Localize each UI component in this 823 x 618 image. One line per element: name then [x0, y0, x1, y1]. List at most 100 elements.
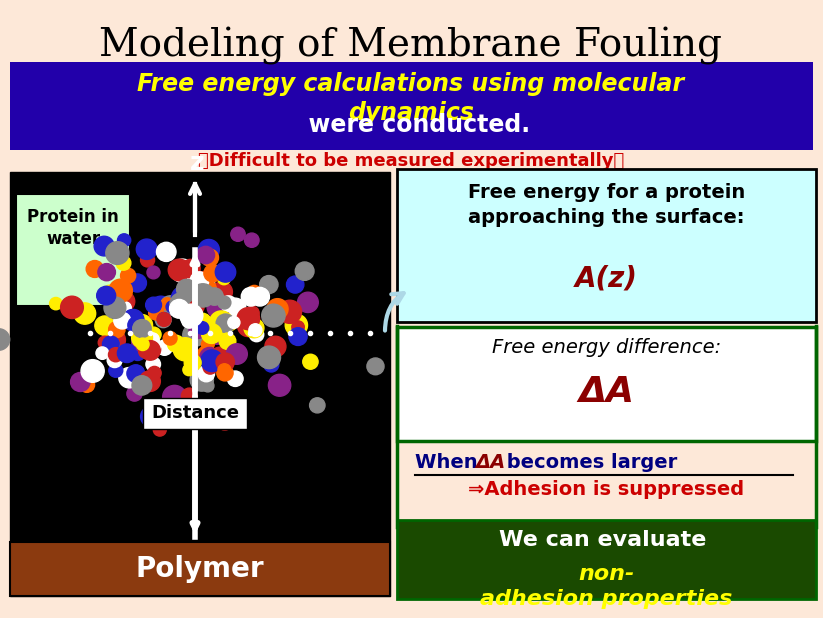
Circle shape [218, 296, 231, 309]
Circle shape [146, 297, 161, 313]
Circle shape [198, 271, 211, 284]
Circle shape [249, 328, 263, 342]
Circle shape [141, 253, 155, 267]
Circle shape [173, 337, 197, 361]
Circle shape [109, 321, 125, 337]
Circle shape [79, 377, 95, 392]
Circle shape [180, 308, 193, 320]
Circle shape [190, 368, 213, 391]
Circle shape [170, 293, 193, 316]
Circle shape [130, 345, 146, 360]
Circle shape [198, 365, 215, 382]
Circle shape [74, 303, 95, 324]
Text: A(z): A(z) [575, 265, 638, 293]
Circle shape [147, 366, 161, 379]
Circle shape [189, 321, 207, 339]
FancyBboxPatch shape [397, 520, 816, 599]
Circle shape [119, 368, 140, 388]
Text: Distance: Distance [151, 404, 239, 422]
Circle shape [81, 360, 105, 383]
Circle shape [106, 242, 129, 265]
Circle shape [208, 291, 223, 305]
Circle shape [114, 312, 131, 329]
Text: Modeling of Membrane Fouling: Modeling of Membrane Fouling [100, 27, 723, 66]
Circle shape [177, 279, 197, 299]
Circle shape [61, 296, 83, 318]
Circle shape [123, 310, 144, 331]
Circle shape [175, 340, 193, 357]
Circle shape [201, 350, 223, 371]
Circle shape [116, 256, 131, 270]
Circle shape [190, 272, 209, 290]
Circle shape [132, 328, 152, 348]
Circle shape [161, 298, 174, 310]
Circle shape [146, 342, 160, 357]
Circle shape [96, 347, 109, 359]
Circle shape [207, 324, 228, 344]
Circle shape [286, 276, 304, 293]
FancyBboxPatch shape [10, 542, 390, 596]
Circle shape [219, 333, 236, 349]
Circle shape [131, 315, 152, 336]
Circle shape [265, 336, 286, 357]
Circle shape [98, 336, 111, 349]
Circle shape [109, 279, 133, 302]
Text: Free energy difference:: Free energy difference: [492, 338, 721, 357]
Circle shape [49, 297, 62, 310]
Circle shape [207, 296, 230, 318]
Circle shape [197, 247, 215, 264]
Circle shape [195, 277, 216, 297]
Circle shape [206, 288, 223, 305]
Circle shape [217, 266, 230, 279]
Circle shape [127, 365, 145, 383]
Circle shape [216, 353, 235, 371]
Circle shape [245, 290, 260, 305]
Circle shape [120, 307, 133, 320]
Text: Free energy for a protein
approaching the surface:: Free energy for a protein approaching th… [467, 184, 745, 227]
Circle shape [203, 360, 217, 374]
Text: When: When [415, 453, 485, 472]
Circle shape [244, 318, 264, 338]
Circle shape [191, 284, 215, 307]
FancyBboxPatch shape [143, 397, 247, 429]
Circle shape [167, 335, 184, 352]
Circle shape [128, 316, 145, 334]
Circle shape [179, 304, 202, 327]
Circle shape [132, 333, 150, 351]
Text: ΔA: ΔA [579, 375, 635, 408]
Circle shape [103, 285, 116, 298]
Circle shape [216, 412, 234, 430]
Circle shape [156, 242, 176, 261]
Circle shape [182, 313, 197, 328]
Text: Polymer: Polymer [136, 555, 264, 583]
Circle shape [168, 259, 190, 281]
Circle shape [187, 293, 203, 309]
Text: （Difficult to be measured experimentally）: （Difficult to be measured experimentally… [198, 152, 624, 170]
Circle shape [250, 287, 269, 306]
Circle shape [98, 263, 115, 281]
Circle shape [184, 354, 201, 371]
Circle shape [247, 286, 262, 300]
Circle shape [184, 399, 207, 421]
Circle shape [141, 406, 162, 427]
Circle shape [200, 347, 220, 366]
Circle shape [196, 289, 212, 304]
Circle shape [217, 272, 230, 285]
Circle shape [238, 316, 258, 337]
Circle shape [190, 281, 213, 303]
Circle shape [163, 386, 186, 408]
Circle shape [0, 329, 10, 350]
Circle shape [137, 239, 157, 260]
Text: z: z [189, 151, 204, 174]
Circle shape [102, 336, 119, 352]
Circle shape [295, 262, 314, 281]
Circle shape [309, 398, 325, 413]
Circle shape [170, 259, 194, 282]
Circle shape [140, 341, 160, 360]
Circle shape [184, 305, 198, 320]
Circle shape [204, 265, 221, 282]
Circle shape [127, 386, 142, 401]
Circle shape [198, 239, 220, 260]
Circle shape [201, 249, 219, 266]
Circle shape [128, 274, 146, 292]
